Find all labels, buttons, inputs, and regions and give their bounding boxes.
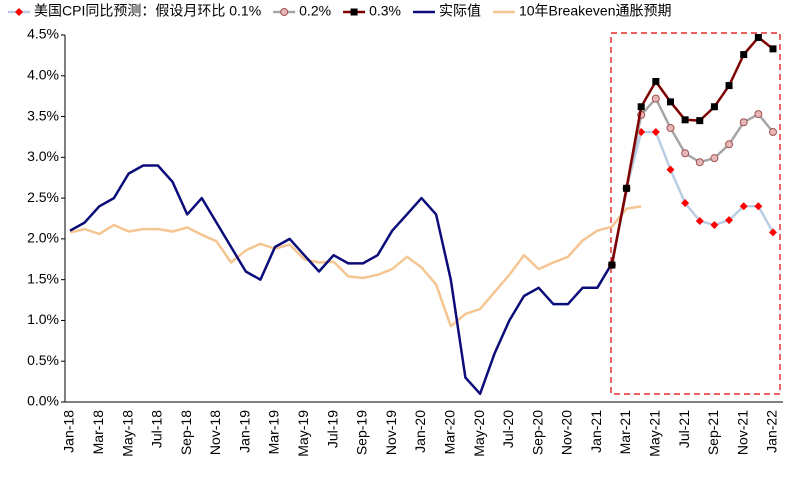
marker [710, 221, 719, 230]
series-line [610, 130, 775, 266]
x-tick-label: Jan-22 [764, 410, 780, 453]
y-tick-label: 1.0% [27, 311, 59, 327]
x-tick-label: Jul-18 [149, 410, 165, 448]
marker [754, 202, 763, 211]
marker [681, 116, 689, 124]
y-tick-label: 1.5% [27, 270, 59, 286]
x-tick-label: Sep-19 [354, 410, 370, 455]
y-tick-label: 4.0% [27, 66, 59, 82]
marker [652, 77, 660, 85]
y-tick-label: 0.5% [27, 352, 59, 368]
legend-marker [280, 8, 289, 16]
marker [710, 103, 718, 111]
highlight-box [610, 32, 781, 395]
marker [739, 118, 748, 127]
x-tick-label: Jul-21 [676, 410, 692, 448]
marker [608, 261, 616, 269]
series-line [69, 205, 642, 328]
series-line [69, 164, 628, 396]
marker [651, 94, 660, 103]
marker [681, 149, 690, 158]
y-tick-label: 4.5% [27, 26, 59, 42]
marker [695, 158, 704, 167]
marker [696, 117, 704, 125]
x-tick-label: May-21 [647, 410, 663, 457]
x-tick-label: Mar-21 [617, 410, 633, 455]
x-tick-label: Nov-19 [383, 410, 399, 455]
legend-marker [15, 8, 23, 16]
x-tick-label: Nov-20 [559, 410, 575, 455]
x-tick-label: Jan-19 [236, 410, 252, 453]
x-tick-label: Jul-19 [324, 410, 340, 448]
y-tick-label: 3.5% [27, 107, 59, 123]
x-tick-label: Sep-20 [529, 410, 545, 455]
x-tick-label: Jan-18 [61, 410, 77, 453]
marker [769, 128, 777, 137]
legend-label: 0.2% [299, 3, 331, 19]
x-tick-label: May-18 [119, 410, 135, 457]
marker [710, 154, 719, 163]
marker [725, 140, 734, 149]
marker [695, 216, 704, 225]
x-tick-label: Jan-21 [588, 410, 604, 453]
legend-label: 0.3% [369, 3, 401, 19]
y-tick-label: 3.0% [27, 148, 59, 164]
legend-label: 美国CPI同比预测：假设月环比 0.1% [34, 3, 261, 19]
x-tick-label: Mar-18 [90, 410, 106, 455]
x-tick-label: Nov-18 [207, 410, 223, 455]
x-tick-label: Jan-20 [412, 410, 428, 453]
marker [739, 202, 748, 211]
marker [725, 216, 734, 225]
marker [725, 82, 733, 90]
marker [740, 51, 748, 59]
marker [637, 103, 645, 111]
legend-label: 实际值 [439, 3, 481, 19]
x-tick-label: Sep-21 [705, 410, 721, 455]
marker [666, 123, 675, 132]
x-tick-label: Mar-20 [441, 410, 457, 455]
marker [666, 165, 675, 174]
legend: 美国CPI同比预测：假设月环比 0.1% 0.2% 0.3% 实际值 10年Breake… [8, 3, 672, 19]
x-tick-label: Nov-21 [734, 410, 750, 455]
marker [681, 199, 690, 208]
marker [623, 184, 631, 192]
y-tick-label: 0.0% [27, 393, 59, 409]
marker [769, 45, 777, 53]
marker [754, 110, 763, 119]
marker [754, 33, 762, 41]
y-tick-label: 2.5% [27, 189, 59, 205]
marker [651, 128, 660, 137]
x-tick-label: May-20 [471, 410, 487, 457]
marker [666, 98, 674, 106]
legend-label: 10年Breakeven通胀预期 [519, 3, 672, 19]
x-tick-label: Mar-19 [266, 410, 282, 455]
y-tick-label: 2.0% [27, 230, 59, 246]
x-tick-label: May-19 [295, 410, 311, 457]
marker [769, 228, 777, 237]
x-tick-label: Jul-20 [500, 410, 516, 448]
series-line [610, 97, 774, 266]
x-tick-label: Sep-18 [178, 410, 194, 455]
legend-marker [350, 8, 358, 16]
